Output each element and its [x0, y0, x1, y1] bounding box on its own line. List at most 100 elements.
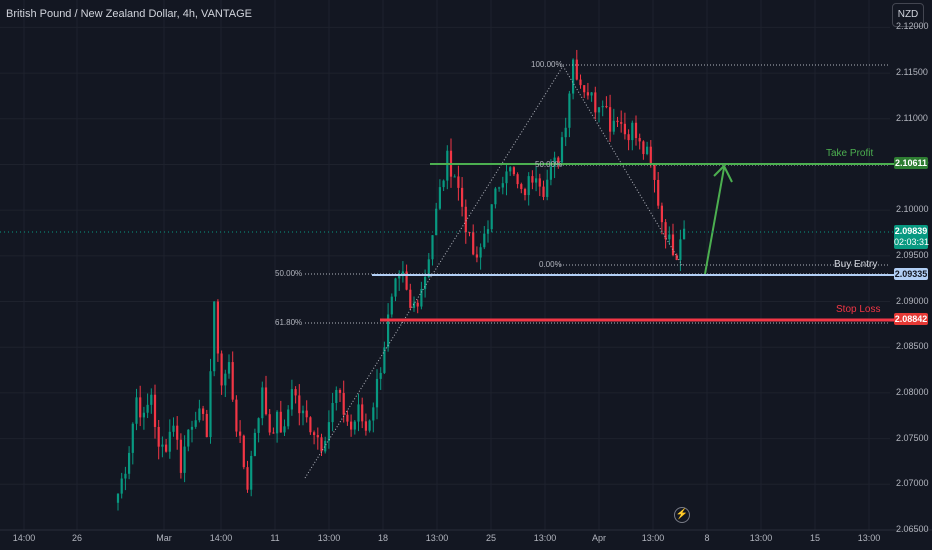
candle [572, 58, 575, 100]
time-tick-label: 13:00 [533, 533, 557, 543]
candle [361, 397, 364, 429]
candle [542, 180, 545, 201]
candle [135, 388, 138, 431]
take-profit-label: Take Profit [826, 148, 874, 159]
candle [279, 400, 282, 433]
fib-left-trend-line [304, 65, 564, 479]
take-profit-price-tag: 2.10611 [894, 157, 928, 169]
current-price-value: 2.09839 [894, 226, 928, 236]
candle [346, 410, 349, 426]
candle [483, 226, 486, 250]
currency-selector[interactable]: NZD [892, 3, 924, 27]
lightning-icon[interactable]: ⚡ [674, 507, 690, 523]
candle [120, 472, 123, 499]
candle [387, 303, 390, 352]
candle [579, 74, 582, 89]
candle [320, 433, 323, 456]
candle [461, 177, 464, 217]
candle [364, 413, 367, 436]
candle [161, 436, 164, 458]
fib-right-trend-line [562, 65, 683, 266]
candle [412, 296, 416, 312]
candle [401, 261, 404, 283]
price-tick-label: 2.08500 [896, 341, 929, 352]
candle [257, 417, 260, 443]
candle [490, 204, 493, 233]
candle [283, 419, 286, 437]
candle [183, 435, 186, 483]
candle [216, 299, 219, 362]
candle [620, 110, 623, 133]
fib-left-618-label: 61.80% [275, 318, 303, 327]
time-tick-label: 13:00 [857, 533, 881, 543]
candle [438, 179, 441, 210]
candle [516, 172, 519, 189]
candle [509, 166, 512, 176]
candle [220, 350, 223, 395]
candle [627, 129, 630, 151]
candle [564, 117, 567, 147]
price-tick-label: 2.11500 [896, 67, 928, 78]
candle [246, 460, 249, 493]
candle [250, 450, 253, 497]
candle [557, 156, 560, 169]
candle [179, 433, 182, 479]
time-tick-label: 13:00 [641, 533, 665, 543]
time-tick-label: 15 [809, 533, 820, 543]
candle [520, 182, 523, 194]
candle [157, 419, 160, 460]
time-tick-label: 13:00 [317, 533, 341, 543]
time-tick-label: Apr [591, 533, 606, 543]
candle [128, 446, 131, 480]
candle [294, 386, 297, 404]
candle [213, 301, 216, 377]
candle [405, 264, 408, 291]
time-tick-label: 11 [270, 533, 280, 543]
candle [261, 381, 264, 426]
candle [301, 405, 305, 426]
candle [523, 187, 527, 201]
candle [623, 112, 626, 140]
fib-right-0-label: 0.00% [539, 260, 562, 269]
candle [276, 410, 279, 443]
candle [139, 385, 142, 427]
candle [679, 229, 682, 272]
candle [190, 420, 194, 443]
candle [172, 417, 175, 437]
candle [605, 96, 608, 109]
time-tick-label: 8 [704, 533, 710, 543]
candle [431, 235, 434, 266]
candle [683, 220, 686, 240]
candle [453, 174, 456, 178]
candle [124, 466, 127, 491]
candle [671, 223, 675, 257]
candle [660, 202, 663, 235]
time-tick-label: 13:00 [425, 533, 449, 543]
candle [327, 410, 330, 449]
candle [501, 176, 504, 195]
candle [642, 140, 645, 160]
candle [546, 169, 549, 201]
price-tick-label: 2.09000 [896, 295, 929, 306]
candle [538, 173, 541, 197]
candle [357, 393, 360, 432]
candle [594, 86, 597, 120]
candle [368, 419, 371, 433]
candle [586, 82, 589, 100]
fib-right-50-label: 50.00% [535, 160, 563, 169]
candle [209, 358, 212, 444]
candle [409, 283, 412, 310]
candle [616, 116, 619, 128]
stop-loss-label: Stop Loss [836, 304, 881, 315]
candle [287, 405, 290, 430]
candle [383, 341, 386, 375]
price-tick-label: 2.11000 [896, 112, 928, 123]
chart-title: British Pound / New Zealand Dollar, 4h, … [6, 8, 252, 20]
candle [342, 380, 345, 423]
candle [568, 90, 571, 138]
candle [305, 400, 308, 423]
candle [398, 270, 401, 291]
candle [231, 351, 234, 402]
candle [335, 386, 338, 411]
